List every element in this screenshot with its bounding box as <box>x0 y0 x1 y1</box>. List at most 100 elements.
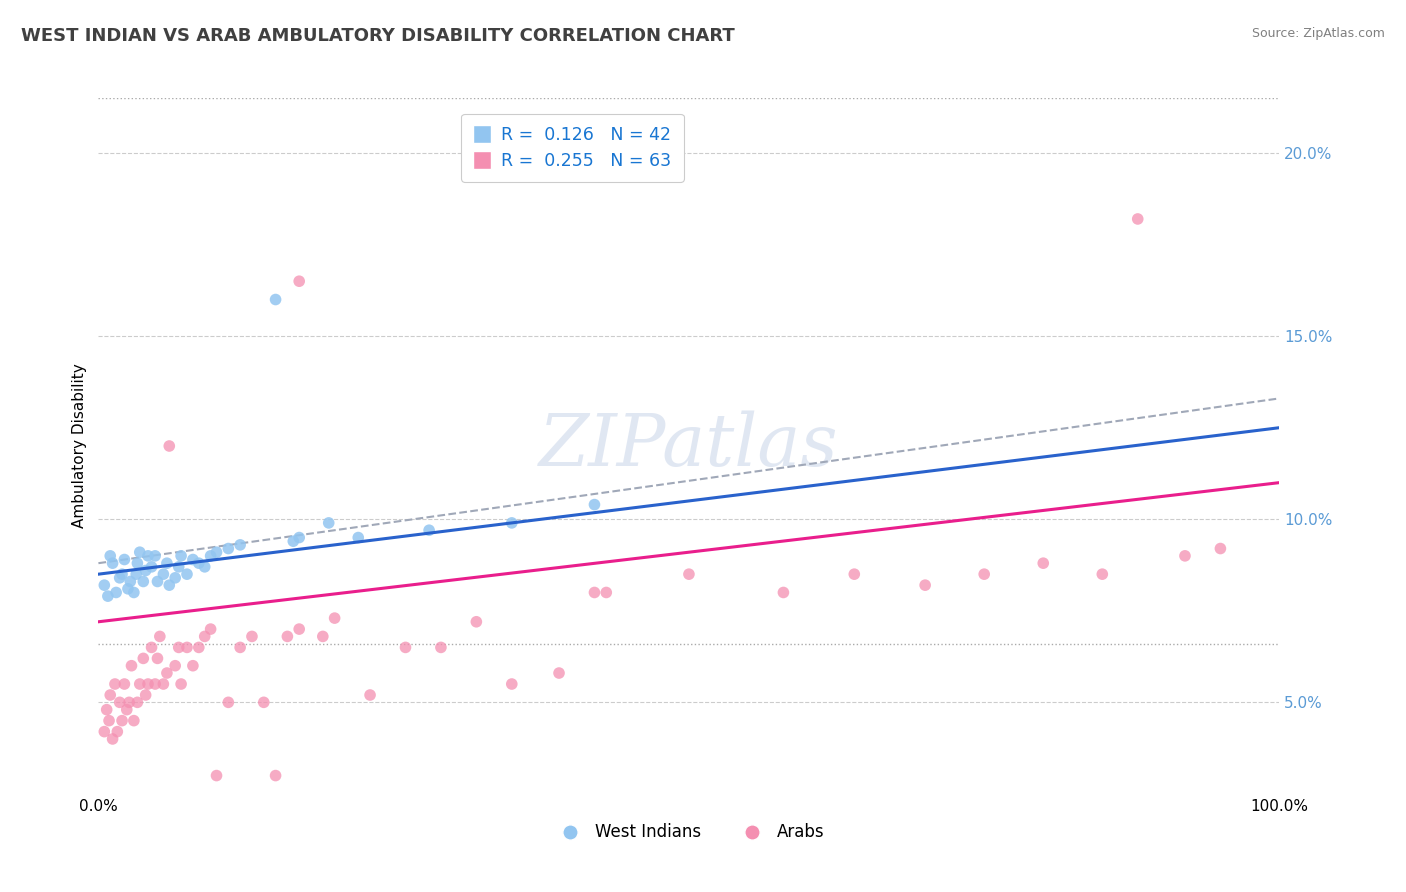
Point <box>200 622 222 636</box>
Point <box>973 567 995 582</box>
Point <box>318 516 340 530</box>
Point <box>98 549 121 563</box>
Point <box>276 629 298 643</box>
Legend: West Indians, Arabs: West Indians, Arabs <box>547 817 831 848</box>
Point <box>101 556 124 570</box>
Text: ZIPatlas: ZIPatlas <box>538 410 839 482</box>
Point <box>115 703 138 717</box>
Point <box>152 567 174 582</box>
Point <box>121 658 143 673</box>
Point <box>844 567 866 582</box>
Point <box>156 666 179 681</box>
Point <box>595 585 617 599</box>
Point <box>93 578 115 592</box>
Point <box>120 574 142 589</box>
Point <box>96 703 118 717</box>
Point <box>1174 549 1197 563</box>
Point <box>141 559 163 574</box>
Point <box>98 688 121 702</box>
Point <box>678 567 700 582</box>
Point <box>101 731 124 746</box>
Point <box>205 545 228 559</box>
Point <box>167 559 190 574</box>
Point <box>93 724 115 739</box>
Point <box>288 622 311 636</box>
Point <box>104 677 127 691</box>
Point <box>583 498 606 512</box>
Point <box>132 574 155 589</box>
Point <box>149 629 172 643</box>
Point <box>165 571 187 585</box>
Point <box>181 552 204 566</box>
Point <box>135 564 157 578</box>
Point <box>217 541 239 556</box>
Point <box>323 611 346 625</box>
Point <box>501 516 523 530</box>
Point <box>146 651 169 665</box>
Point <box>111 714 134 728</box>
Point <box>583 585 606 599</box>
Point <box>170 549 193 563</box>
Point <box>122 585 145 599</box>
Point <box>283 534 305 549</box>
Point <box>359 688 381 702</box>
Point <box>167 640 190 655</box>
Point <box>1209 541 1232 556</box>
Point <box>146 574 169 589</box>
Point <box>112 552 135 566</box>
Point <box>136 549 159 563</box>
Point <box>264 293 287 307</box>
Point <box>156 556 179 570</box>
Point <box>176 567 198 582</box>
Point <box>1032 556 1054 570</box>
Point <box>143 677 166 691</box>
Point <box>112 677 135 691</box>
Point <box>108 695 131 709</box>
Point <box>132 651 155 665</box>
Point <box>253 695 276 709</box>
Point <box>105 585 128 599</box>
Point <box>135 688 157 702</box>
Point <box>240 629 263 643</box>
Point <box>97 589 120 603</box>
Point <box>176 640 198 655</box>
Point <box>127 556 149 570</box>
Point <box>229 640 252 655</box>
Point <box>98 714 121 728</box>
Point <box>1091 567 1114 582</box>
Point <box>229 538 252 552</box>
Point <box>772 585 794 599</box>
Point <box>111 567 134 582</box>
Point <box>194 629 217 643</box>
Point <box>288 531 311 545</box>
Text: WEST INDIAN VS ARAB AMBULATORY DISABILITY CORRELATION CHART: WEST INDIAN VS ARAB AMBULATORY DISABILIT… <box>21 27 735 45</box>
Point <box>187 556 209 570</box>
Point <box>128 545 150 559</box>
Point <box>108 571 131 585</box>
Point <box>501 677 523 691</box>
Point <box>141 640 163 655</box>
Point <box>118 695 141 709</box>
Point <box>143 549 166 563</box>
Point <box>914 578 936 592</box>
Point <box>157 578 180 592</box>
Point <box>181 658 204 673</box>
Point <box>152 677 174 691</box>
Point <box>217 695 239 709</box>
Point <box>548 666 571 681</box>
Point <box>165 658 187 673</box>
Point <box>418 523 440 537</box>
Point <box>430 640 453 655</box>
Point <box>194 559 217 574</box>
Point <box>394 640 416 655</box>
Point <box>347 531 370 545</box>
Point <box>117 582 139 596</box>
Point <box>127 695 149 709</box>
Point <box>170 677 193 691</box>
Point <box>312 629 335 643</box>
Point <box>136 677 159 691</box>
Point <box>1126 211 1149 226</box>
Point <box>187 640 209 655</box>
Point <box>205 768 228 782</box>
Point <box>200 549 222 563</box>
